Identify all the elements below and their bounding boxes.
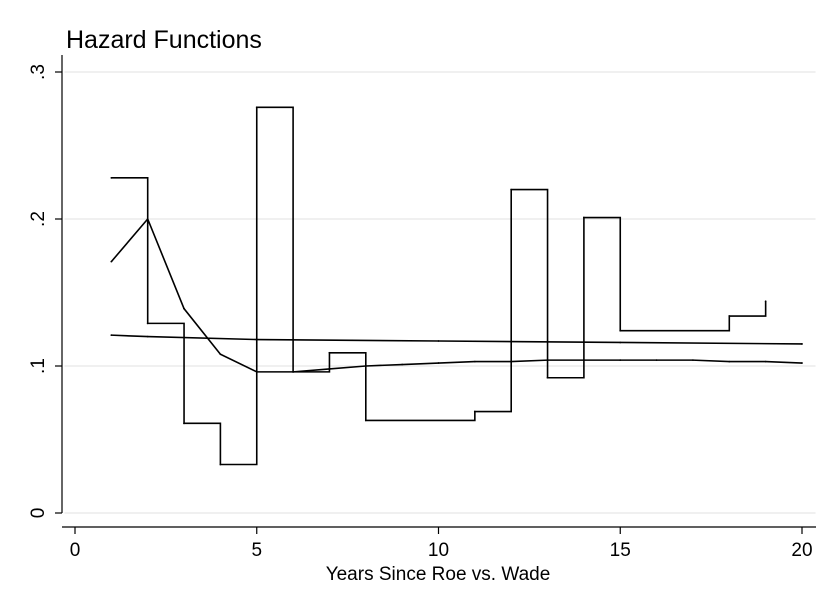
series-0-point-7 bbox=[364, 419, 367, 422]
series-0-point-12 bbox=[619, 329, 622, 332]
series-2-point-5 bbox=[801, 343, 803, 345]
series-1-point-15 bbox=[655, 359, 658, 362]
series-1-point-6 bbox=[328, 368, 331, 370]
series-group bbox=[110, 106, 803, 466]
series-0-point-0 bbox=[110, 176, 113, 179]
series-1-point-9 bbox=[437, 362, 440, 364]
y-tick-label-1: .1 bbox=[28, 358, 49, 374]
series-2-point-0 bbox=[110, 334, 113, 337]
series-1-point-18 bbox=[764, 360, 767, 363]
series-0-point-9 bbox=[510, 188, 513, 191]
series-0-point-8 bbox=[473, 410, 476, 413]
series-0-point-11 bbox=[583, 216, 585, 219]
x-tick-label-2: 10 bbox=[428, 540, 449, 561]
series-1-point-11 bbox=[510, 360, 513, 363]
series-1-point-2 bbox=[183, 307, 185, 310]
series-line-1 bbox=[110, 217, 803, 373]
series-0-point-2 bbox=[183, 422, 185, 425]
y-tick-label-3: .3 bbox=[28, 64, 49, 80]
y-tick-label-0: 0 bbox=[28, 508, 49, 519]
chart-title: Hazard Functions bbox=[66, 26, 262, 54]
series-0-point-13 bbox=[728, 315, 731, 317]
series-1-point-7 bbox=[364, 365, 367, 367]
series-line-2 bbox=[111, 334, 803, 345]
series-2-point-3 bbox=[437, 340, 440, 342]
y-tick-label-2: .2 bbox=[28, 211, 49, 227]
x-tick-label-4: 20 bbox=[791, 540, 812, 561]
series-1-point-0 bbox=[110, 260, 113, 263]
series-1-point-3 bbox=[219, 353, 222, 356]
x-tick-label-0: 0 bbox=[70, 540, 81, 561]
series-1-point-19 bbox=[801, 362, 803, 364]
series-1-point-4 bbox=[255, 370, 258, 373]
series-1-point-13 bbox=[583, 359, 585, 362]
series-1-point-16 bbox=[692, 359, 694, 362]
series-0-point-1 bbox=[146, 322, 149, 325]
x-axis-ticks: 0 5 10 15 20 bbox=[70, 527, 813, 561]
series-2-point-4 bbox=[619, 341, 622, 344]
series-1-point-10 bbox=[473, 360, 476, 363]
series-0-point-3 bbox=[219, 463, 222, 466]
series-2-point-2 bbox=[255, 338, 258, 341]
series-2-point-1 bbox=[146, 335, 149, 338]
series-1-point-17 bbox=[728, 360, 731, 363]
series-0-point-14 bbox=[764, 300, 767, 303]
series-0-point-4 bbox=[255, 106, 258, 109]
x-tick-label-1: 5 bbox=[251, 540, 262, 561]
series-0-point-10 bbox=[546, 376, 549, 379]
series-1-point-12 bbox=[546, 359, 549, 362]
series-1-point-14 bbox=[619, 359, 622, 362]
series-0-point-6 bbox=[328, 351, 331, 354]
y-axis-ticks: 0 .1 .2 .3 bbox=[28, 64, 62, 518]
x-axis-label: Years Since Roe vs. Wade bbox=[326, 564, 551, 585]
grid-lines bbox=[64, 71, 816, 514]
series-1-point-8 bbox=[401, 363, 404, 366]
series-1-point-5 bbox=[292, 370, 294, 373]
x-tick-label-3: 15 bbox=[610, 540, 631, 561]
series-1-point-1 bbox=[146, 218, 149, 220]
